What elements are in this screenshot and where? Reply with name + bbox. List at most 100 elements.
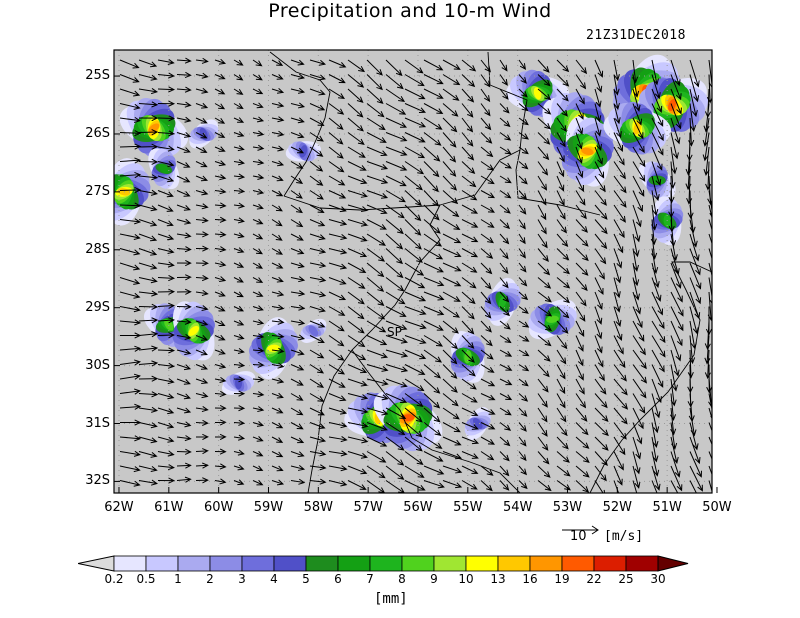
- wind-arrow: [423, 248, 444, 260]
- wind-arrow: [594, 248, 607, 265]
- wind-arrow: [518, 436, 527, 447]
- wind-arrow: [366, 248, 386, 262]
- wind-arrow: [594, 422, 609, 437]
- precip-contour: [546, 315, 559, 323]
- wind-arrow: [518, 335, 530, 342]
- wind-arrow: [461, 393, 478, 403]
- wind-arrow: [537, 436, 549, 451]
- wind-arrow: [594, 407, 609, 422]
- wind-arrow: [442, 233, 462, 244]
- wind-arrow: [632, 465, 641, 489]
- colorbar-segment: [241, 555, 275, 572]
- wind-arrow: [651, 364, 664, 388]
- wind-arrow: [518, 465, 528, 476]
- wind-arrow: [461, 146, 475, 161]
- wind-arrow: [328, 248, 348, 255]
- wind-arrow: [328, 219, 348, 226]
- wind-arrow: [556, 262, 570, 275]
- wind-arrow: [233, 232, 245, 239]
- wind-arrow: [499, 204, 511, 214]
- wind-arrow: [138, 129, 159, 136]
- lon-label: 55W: [453, 500, 483, 515]
- wind-arrow: [138, 143, 159, 150]
- wind-arrow: [442, 335, 459, 350]
- wind-arrow: [290, 233, 304, 241]
- wind-arrow: [385, 291, 406, 305]
- wind-arrow: [594, 451, 608, 466]
- wind-arrow: [252, 116, 265, 123]
- wind-arrow: [556, 306, 570, 319]
- wind-arrow: [689, 451, 702, 478]
- wind-arrow: [670, 248, 680, 276]
- wind-arrow: [499, 393, 513, 401]
- wind-arrow: [271, 262, 284, 269]
- wind-arrow: [385, 364, 409, 373]
- wind-arrow: [252, 74, 263, 81]
- wind-arrow: [290, 364, 305, 371]
- wind-arrow: [290, 276, 306, 283]
- wind-arrow: [309, 175, 324, 186]
- wind-arrow: [613, 103, 621, 125]
- wind-arrow: [328, 480, 348, 487]
- wind-arrow: [119, 59, 140, 69]
- wind-arrow: [347, 233, 368, 242]
- wind-arrow: [670, 335, 682, 362]
- wind-arrow: [613, 378, 628, 396]
- wind-arrow: [518, 364, 530, 372]
- wind-arrow: [195, 405, 209, 413]
- wind-arrow: [670, 349, 680, 377]
- wind-arrow: [556, 393, 566, 409]
- wind-arrow: [537, 88, 552, 101]
- wind-arrow: [252, 436, 264, 442]
- wind-arrow: [176, 333, 192, 341]
- wind-arrow: [575, 190, 586, 206]
- wind-arrow: [195, 161, 208, 168]
- wind-arrow: [366, 436, 388, 447]
- wind-arrow: [309, 450, 327, 457]
- wind-arrow: [404, 480, 426, 491]
- wind-arrow: [689, 465, 703, 492]
- wind-arrow: [651, 480, 658, 493]
- wind-arrow: [670, 465, 683, 492]
- wind-arrow: [157, 204, 174, 212]
- wind-arrow: [157, 362, 175, 369]
- colorbar-under-triangle: [78, 555, 115, 572]
- wind-arrow: [119, 435, 142, 442]
- wind-arrow: [195, 419, 209, 426]
- wind-arrow: [214, 334, 226, 341]
- wind-arrow: [138, 290, 159, 297]
- wind-arrow: [347, 262, 367, 274]
- wind-arrow: [119, 480, 141, 487]
- wind-arrow: [385, 190, 406, 203]
- wind-arrow: [309, 291, 327, 298]
- wind-arrow: [290, 393, 304, 401]
- wind-arrow: [480, 132, 493, 144]
- wind-arrow: [442, 262, 462, 272]
- wind-arrow: [271, 451, 284, 458]
- wind-arrow: [385, 407, 407, 419]
- wind-arrow: [461, 335, 475, 349]
- wind-arrow: [366, 161, 389, 170]
- wind-arrow: [537, 364, 550, 378]
- precip-cell: [285, 141, 322, 162]
- wind-arrow: [195, 289, 209, 297]
- wind-arrow: [195, 392, 209, 399]
- wind-arrow: [138, 74, 158, 81]
- wind-arrow: [575, 407, 588, 422]
- wind-arrow: [252, 159, 265, 166]
- colorbar-segment: [305, 555, 339, 572]
- wind-arrow: [423, 465, 445, 475]
- wind-arrow: [556, 364, 566, 380]
- wind-arrow: [233, 145, 245, 152]
- wind-arrow: [404, 248, 423, 263]
- colorbar-segment: [401, 555, 435, 572]
- wind-arrow: [252, 144, 265, 151]
- wind-arrow: [499, 277, 509, 289]
- wind-arrow: [461, 175, 477, 188]
- wind-arrow: [480, 103, 491, 117]
- wind-arrow: [290, 349, 305, 356]
- wind-arrow: [650, 219, 657, 246]
- wind-arrow: [233, 376, 246, 383]
- wind-arrow: [423, 262, 444, 273]
- wind-arrow: [233, 291, 244, 298]
